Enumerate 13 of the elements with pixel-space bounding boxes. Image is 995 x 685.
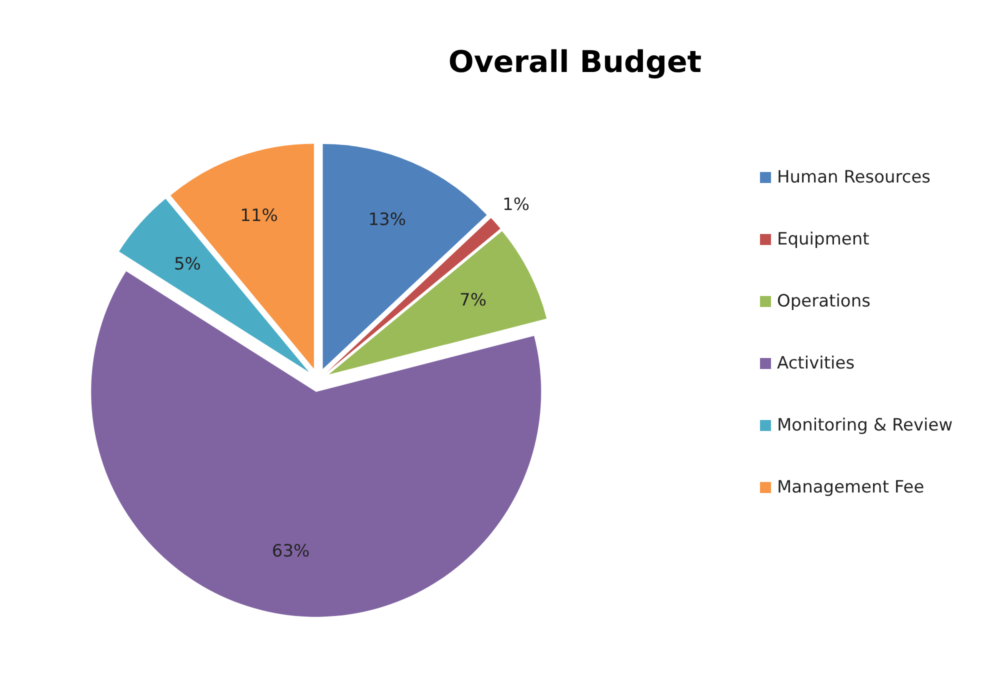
data-label: 1% [502, 195, 530, 216]
data-label: 11% [240, 206, 278, 226]
data-label: 63% [272, 542, 310, 562]
data-label: 7% [460, 290, 487, 311]
legend-label: Management Fee [777, 478, 924, 498]
data-label: 13% [368, 210, 406, 230]
data-label: 5% [174, 254, 201, 275]
legend-label: Human Resources [777, 168, 931, 188]
legend-label: Monitoring & Review [777, 416, 953, 436]
legend-label: Operations [777, 292, 871, 312]
chart-title: Overall Budget [448, 45, 702, 80]
legend-label: Activities [777, 354, 855, 374]
legend-label: Equipment [777, 230, 870, 250]
